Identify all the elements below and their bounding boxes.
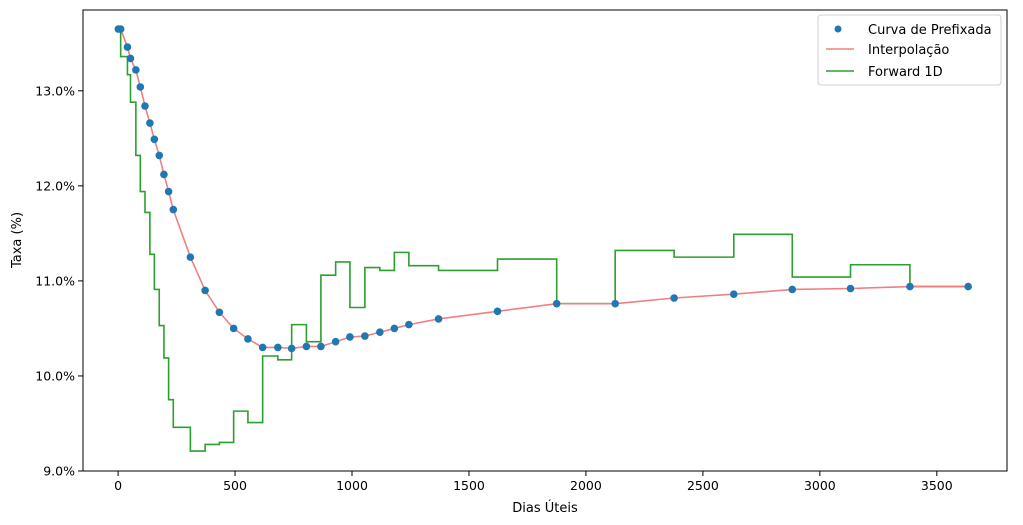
legend-label-forward-1d: Forward 1D	[868, 65, 943, 80]
legend-label-curva-de-prefixada: Curva de Prefixada	[868, 23, 992, 38]
scatter-point	[964, 282, 972, 291]
legend-frame	[817, 14, 1002, 86]
scatter-point	[141, 102, 149, 110]
y-tick-label: 9.0%	[43, 464, 75, 479]
x-tick-label: 1000	[336, 478, 368, 493]
plot-area-frame	[82, 9, 1008, 472]
y-tick-label: 12.0%	[35, 178, 75, 193]
legend-marker-curva-de-prefixada	[834, 25, 842, 33]
scatter-point	[215, 308, 224, 317]
scatter-point	[729, 290, 738, 299]
x-tick-label: 2000	[570, 478, 602, 493]
scatter-point	[552, 299, 561, 308]
x-tick-label: 500	[223, 478, 247, 493]
x-axis-ticks: 0 500 1000 1500 2000 2500 3000 3500	[114, 471, 953, 493]
scatter-point	[346, 333, 354, 341]
x-axis-title: Dias Úteis	[512, 500, 578, 516]
scatter-point	[160, 170, 168, 179]
y-tick-label: 10.0%	[35, 368, 75, 383]
scatter-point	[405, 320, 413, 329]
scatter-point	[258, 343, 267, 352]
scatter-point	[493, 307, 502, 316]
y-axis-title: Taxa (%)	[10, 212, 25, 269]
scatter-point	[132, 66, 140, 74]
scatter-point	[670, 294, 678, 302]
scatter-point	[906, 282, 914, 291]
scatter-point	[376, 328, 384, 337]
y-axis-ticks: 9.0% 10.0% 11.0% 12.0% 13.0%	[35, 83, 83, 479]
scatter-point	[244, 335, 252, 343]
scatter-point	[136, 83, 145, 91]
scatter-point	[331, 337, 340, 346]
y-tick-label: 11.0%	[35, 273, 75, 288]
scatter-point	[302, 342, 311, 351]
x-tick-label: 3500	[921, 478, 953, 493]
scatter-point	[186, 253, 195, 261]
scatter-point	[123, 43, 132, 51]
scatter-point	[169, 205, 178, 214]
scatter-point	[274, 343, 282, 352]
scatter-point	[150, 135, 159, 144]
scatter-point	[361, 332, 369, 340]
x-tick-label: 2500	[687, 478, 719, 493]
scatter-point	[164, 187, 173, 196]
legend: Curva de Prefixada Interpolação Forward …	[817, 14, 1002, 86]
series-points-curva-de-prefixada	[114, 25, 972, 353]
scatter-point	[201, 286, 209, 295]
scatter-point	[155, 151, 164, 160]
scatter-point	[390, 324, 399, 333]
scatter-point	[116, 25, 125, 33]
scatter-point	[287, 344, 296, 353]
scatter-point	[317, 342, 325, 351]
scatter-point	[229, 324, 238, 333]
scatter-point	[788, 285, 797, 294]
scatter-point	[846, 284, 855, 293]
x-tick-label: 3000	[804, 478, 836, 493]
legend-label-interpolacao: Interpolação	[868, 43, 949, 58]
scatter-point	[146, 119, 154, 127]
x-tick-label: 1500	[453, 478, 485, 493]
scatter-point	[611, 299, 619, 308]
scatter-point	[434, 315, 443, 323]
scatter-point	[126, 54, 135, 63]
x-tick-label: 0	[114, 478, 122, 493]
plot-series	[114, 25, 972, 452]
y-tick-label: 13.0%	[35, 83, 75, 98]
